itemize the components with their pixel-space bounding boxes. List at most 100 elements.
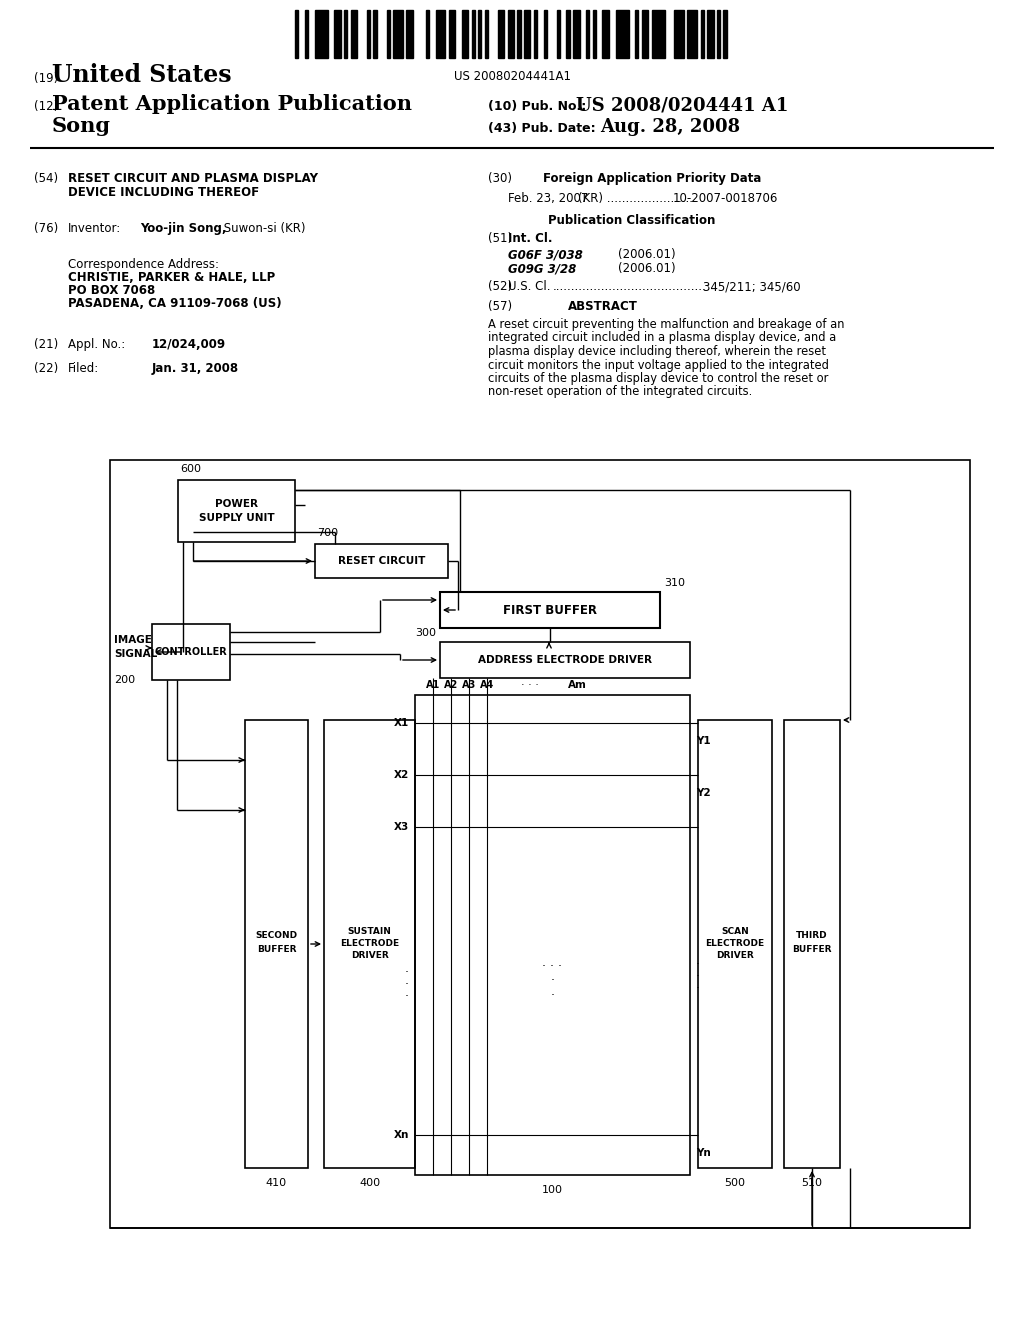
- Text: SUPPLY UNIT: SUPPLY UNIT: [199, 513, 274, 523]
- Text: A1: A1: [426, 680, 440, 690]
- Bar: [245, 719, 308, 1168]
- Text: 400: 400: [359, 1177, 380, 1188]
- Text: ADDRESS ELECTRODE DRIVER: ADDRESS ELECTRODE DRIVER: [478, 655, 652, 665]
- Text: DRIVER: DRIVER: [716, 952, 754, 961]
- Text: Am: Am: [567, 680, 587, 690]
- Text: 345/211; 345/60: 345/211; 345/60: [703, 280, 801, 293]
- Bar: [586, 11, 590, 58]
- Text: DEVICE INCLUDING THEREOF: DEVICE INCLUDING THEREOF: [68, 186, 259, 199]
- Bar: [440, 591, 660, 628]
- Text: Appl. No.:: Appl. No.:: [68, 338, 125, 351]
- Text: A2: A2: [443, 680, 458, 690]
- Text: Jan. 31, 2008: Jan. 31, 2008: [152, 362, 240, 375]
- Text: (30): (30): [488, 172, 512, 185]
- Text: Foreign Application Priority Data: Foreign Application Priority Data: [543, 172, 762, 185]
- Text: 12/024,009: 12/024,009: [152, 338, 226, 351]
- Bar: [374, 11, 377, 58]
- Text: PASADENA, CA 91109-7068 (US): PASADENA, CA 91109-7068 (US): [68, 297, 282, 310]
- Text: ·: ·: [551, 990, 555, 1002]
- Text: G06F 3/038: G06F 3/038: [508, 248, 583, 261]
- Text: .........................................: ........................................…: [553, 280, 707, 293]
- Bar: [367, 11, 371, 58]
- Text: IMAGE: IMAGE: [114, 635, 152, 645]
- Text: A4: A4: [480, 680, 495, 690]
- Bar: [393, 11, 402, 58]
- Bar: [478, 11, 481, 58]
- Text: Correspondence Address:: Correspondence Address:: [68, 257, 219, 271]
- Text: PO BOX 7068: PO BOX 7068: [68, 284, 156, 297]
- Bar: [593, 11, 596, 58]
- Text: (51): (51): [488, 232, 512, 246]
- Text: 200: 200: [114, 675, 135, 685]
- Text: (54): (54): [34, 172, 58, 185]
- Text: ELECTRODE: ELECTRODE: [340, 940, 399, 949]
- Bar: [708, 11, 714, 58]
- Text: Yoo-jin Song,: Yoo-jin Song,: [140, 222, 226, 235]
- Bar: [305, 11, 308, 58]
- Bar: [557, 11, 560, 58]
- Text: circuit monitors the input voltage applied to the integrated: circuit monitors the input voltage appli…: [488, 359, 828, 371]
- Text: (2006.01): (2006.01): [618, 261, 676, 275]
- Text: 300: 300: [415, 628, 436, 638]
- Bar: [440, 642, 690, 678]
- Text: (KR) ........................: (KR) ........................: [578, 191, 696, 205]
- Text: Int. Cl.: Int. Cl.: [508, 232, 553, 246]
- Text: SECOND: SECOND: [255, 932, 298, 940]
- Bar: [178, 480, 295, 543]
- Bar: [449, 11, 456, 58]
- Bar: [651, 11, 665, 58]
- Text: (22): (22): [34, 362, 58, 375]
- Text: ELECTRODE: ELECTRODE: [706, 940, 765, 949]
- Bar: [675, 11, 684, 58]
- Bar: [717, 11, 720, 58]
- Text: Aug. 28, 2008: Aug. 28, 2008: [600, 117, 740, 136]
- Text: Feb. 23, 2007: Feb. 23, 2007: [508, 191, 589, 205]
- Bar: [415, 696, 690, 1175]
- Bar: [314, 11, 328, 58]
- Bar: [642, 11, 648, 58]
- Bar: [517, 11, 520, 58]
- Text: 310: 310: [664, 578, 685, 587]
- Bar: [472, 11, 475, 58]
- Text: (19): (19): [34, 73, 58, 84]
- Bar: [407, 11, 413, 58]
- Bar: [315, 544, 449, 578]
- Bar: [524, 11, 530, 58]
- Bar: [334, 11, 341, 58]
- Text: .: .: [406, 974, 409, 987]
- Bar: [687, 11, 697, 58]
- Text: plasma display device including thereof, wherein the reset: plasma display device including thereof,…: [488, 345, 826, 358]
- Text: Inventor:: Inventor:: [68, 222, 121, 235]
- Bar: [698, 719, 772, 1168]
- Text: POWER: POWER: [215, 499, 258, 510]
- Bar: [498, 11, 505, 58]
- Text: THIRD: THIRD: [797, 932, 827, 940]
- Text: FIRST BUFFER: FIRST BUFFER: [503, 603, 597, 616]
- Text: 700: 700: [317, 528, 338, 539]
- Text: G09G 3/28: G09G 3/28: [508, 261, 577, 275]
- Text: 510: 510: [802, 1177, 822, 1188]
- Bar: [324, 719, 415, 1168]
- Bar: [344, 11, 347, 58]
- Text: (12): (12): [34, 100, 58, 114]
- Text: US 20080204441A1: US 20080204441A1: [454, 70, 570, 83]
- Text: RESET CIRCUIT: RESET CIRCUIT: [338, 556, 425, 566]
- Bar: [566, 11, 569, 58]
- Bar: [484, 11, 488, 58]
- Bar: [635, 11, 638, 58]
- Text: · · ·: · · ·: [543, 960, 562, 973]
- Text: (57): (57): [488, 300, 512, 313]
- Text: SIGNAL: SIGNAL: [114, 649, 158, 659]
- Text: · · ·: · · ·: [521, 680, 539, 690]
- Text: RESET CIRCUIT AND PLASMA DISPLAY: RESET CIRCUIT AND PLASMA DISPLAY: [68, 172, 318, 185]
- Text: SCAN: SCAN: [721, 928, 749, 936]
- Text: United States: United States: [52, 63, 231, 87]
- Text: A reset circuit preventing the malfunction and breakage of an: A reset circuit preventing the malfuncti…: [488, 318, 845, 331]
- Text: circuits of the plasma display device to control the reset or: circuits of the plasma display device to…: [488, 372, 828, 385]
- Text: 10-2007-0018706: 10-2007-0018706: [673, 191, 778, 205]
- Text: 600: 600: [180, 465, 201, 474]
- Text: (76): (76): [34, 222, 58, 235]
- Text: Suwon-si (KR): Suwon-si (KR): [220, 222, 305, 235]
- Text: X3: X3: [394, 822, 409, 832]
- Bar: [784, 719, 840, 1168]
